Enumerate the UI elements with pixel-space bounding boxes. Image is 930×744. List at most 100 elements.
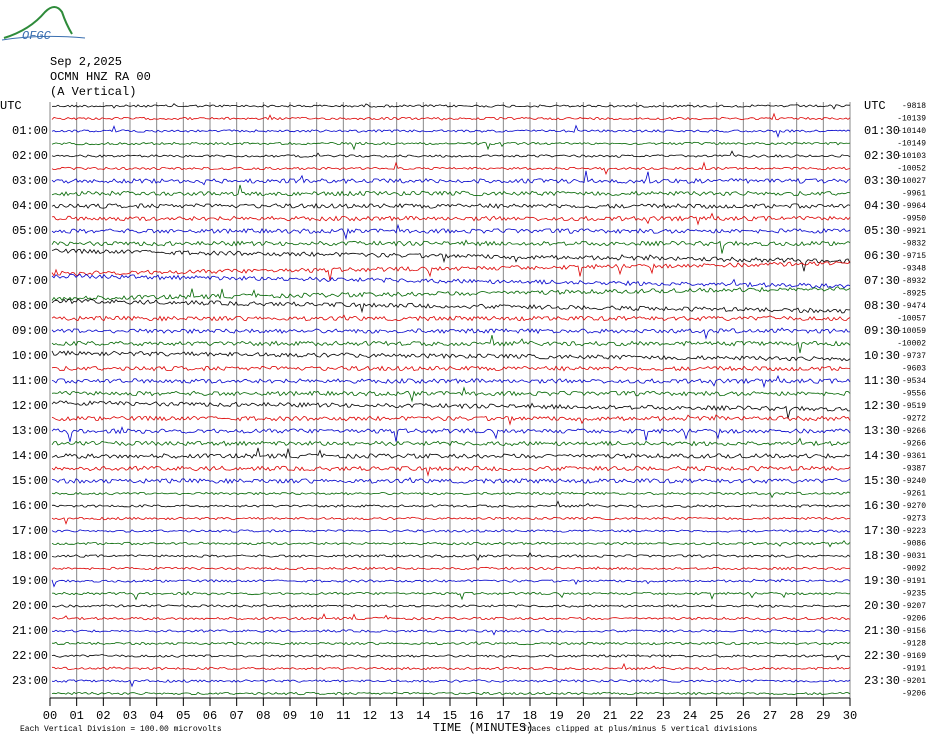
x-tick-label: 27	[763, 709, 777, 723]
trace-offset: -9266	[902, 427, 926, 436]
trace-offset: -9921	[902, 227, 926, 236]
trace-offset: -10140	[897, 127, 926, 136]
trace-offset: -9261	[902, 490, 926, 499]
trace	[51, 365, 851, 372]
trace	[51, 141, 851, 151]
trace	[51, 604, 851, 608]
right-time-label: 05:30	[864, 224, 900, 238]
right-time-label: UTC	[864, 99, 886, 113]
trace	[51, 400, 850, 419]
x-tick-label: 11	[336, 709, 350, 723]
trace-offset: -10052	[897, 165, 926, 174]
x-tick-label: 07	[229, 709, 243, 723]
trace-offset: -9556	[902, 390, 926, 399]
x-tick-label: 15	[443, 709, 457, 723]
x-tick-label: 00	[43, 709, 57, 723]
left-time-label: 16:00	[12, 499, 48, 513]
trace	[51, 161, 851, 175]
trace	[51, 298, 850, 314]
trace	[51, 500, 851, 508]
x-tick-label: 21	[603, 709, 617, 723]
trace-offset: -9206	[902, 690, 926, 699]
trace-offset: -9092	[902, 565, 926, 574]
right-time-label: 03:30	[864, 174, 900, 188]
left-time-label: 19:00	[12, 574, 48, 588]
trace-offset: -10059	[897, 327, 926, 336]
date: Sep 2,2025	[50, 55, 122, 69]
trace	[51, 170, 851, 186]
trace	[51, 447, 851, 460]
right-time-label: 17:30	[864, 524, 900, 538]
left-time-label: 18:00	[12, 549, 48, 563]
x-tick-label: 25	[709, 709, 723, 723]
x-tick-label: 22	[629, 709, 643, 723]
trace-offset: -9206	[902, 615, 926, 624]
trace-offset: -9715	[902, 252, 926, 261]
x-tick-label: 06	[203, 709, 217, 723]
trace-offset: -9223	[902, 527, 926, 536]
right-time-label: 01:30	[864, 124, 900, 138]
right-time-label: 13:30	[864, 424, 900, 438]
right-time-label: 02:30	[864, 149, 900, 163]
trace-offset: -9474	[902, 302, 926, 311]
right-time-label: 11:30	[864, 374, 900, 388]
trace	[51, 314, 851, 322]
trace-offset: -9534	[902, 377, 926, 386]
left-time-label: 22:00	[12, 649, 48, 663]
trace-offset: -10103	[897, 152, 926, 161]
trace-offset: -9950	[902, 215, 926, 224]
trace-offset: -9235	[902, 590, 926, 599]
trace	[51, 540, 851, 548]
right-time-label: 14:30	[864, 449, 900, 463]
scale-note: Each Vertical Division = 100.00 microvol…	[20, 725, 222, 734]
x-tick-label: 09	[283, 709, 297, 723]
trace	[51, 613, 851, 621]
x-tick-label: 26	[736, 709, 750, 723]
trace	[51, 465, 851, 477]
trace-offset: -10002	[897, 340, 926, 349]
trace-offset: -9191	[902, 665, 926, 674]
trace-offset: -10139	[897, 115, 926, 124]
trace-offset: -9169	[902, 652, 926, 661]
trace-offset: -9272	[902, 415, 926, 424]
trace	[51, 437, 851, 447]
trace-offset: -9240	[902, 477, 926, 486]
left-time-label: 21:00	[12, 624, 48, 638]
left-time-label: 23:00	[12, 674, 48, 688]
left-time-label: 14:00	[12, 449, 48, 463]
left-time-label: 10:00	[12, 349, 48, 363]
right-time-label: 20:30	[864, 599, 900, 613]
right-time-label: 09:30	[864, 324, 900, 338]
trace	[51, 477, 851, 485]
left-time-label: 17:00	[12, 524, 48, 538]
x-tick-label: 08	[256, 709, 270, 723]
trace	[51, 212, 851, 226]
trace-offset: -10149	[897, 140, 926, 149]
trace	[51, 203, 851, 210]
trace-offset: -8932	[902, 277, 926, 286]
left-time-label: 04:00	[12, 199, 48, 213]
trace-offset: -9964	[902, 202, 926, 211]
trace	[51, 426, 851, 442]
trace	[51, 516, 850, 525]
right-time-label: 07:30	[864, 274, 900, 288]
trace-offset: -9737	[902, 352, 926, 361]
logo-arc	[3, 6, 73, 39]
left-time-label: 08:00	[12, 299, 48, 313]
trace-offset: -9832	[902, 240, 926, 249]
x-tick-label: 03	[123, 709, 137, 723]
trace	[51, 529, 851, 533]
x-tick-label: 19	[549, 709, 563, 723]
trace-offset: -8925	[902, 290, 926, 299]
left-time-label: 07:00	[12, 274, 48, 288]
x-axis-label: TIME (MINUTES)	[433, 721, 534, 735]
trace	[51, 273, 851, 289]
left-time-label: 20:00	[12, 599, 48, 613]
left-time-label: 06:00	[12, 249, 48, 263]
left-time-label: 15:00	[12, 474, 48, 488]
trace-offset: -9387	[902, 465, 926, 474]
left-time-label: 13:00	[12, 424, 48, 438]
trace	[51, 335, 851, 354]
trace-offset: -9603	[902, 365, 926, 374]
